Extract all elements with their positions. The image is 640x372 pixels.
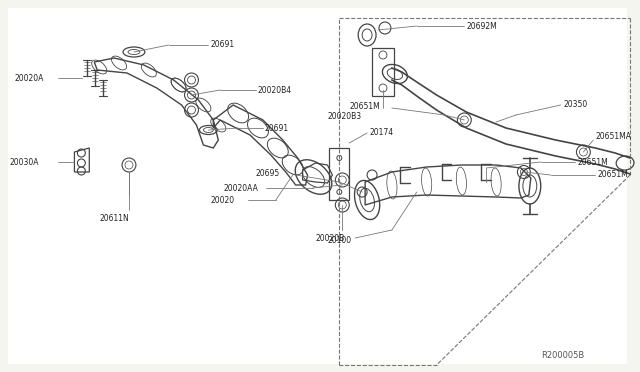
Text: 20020B4: 20020B4 [258, 86, 292, 94]
Text: 20692M: 20692M [467, 22, 497, 31]
Text: 20174: 20174 [369, 128, 393, 137]
Text: 20030A: 20030A [10, 157, 40, 167]
Text: 20651MA: 20651MA [595, 131, 631, 141]
Text: 20020B3: 20020B3 [328, 112, 362, 121]
Text: 20651M: 20651M [577, 157, 608, 167]
Text: 20695: 20695 [256, 169, 280, 177]
Text: 20651M: 20651M [349, 102, 380, 110]
Text: 20611N: 20611N [99, 214, 129, 222]
Text: 20350: 20350 [564, 99, 588, 109]
Text: 20651M: 20651M [597, 170, 628, 179]
Bar [372, 48, 394, 96]
Text: 20691: 20691 [265, 124, 289, 132]
Text: 20100: 20100 [328, 235, 351, 244]
Text: 20020: 20020 [211, 196, 234, 205]
Text: 20020AA: 20020AA [223, 183, 258, 192]
Text: 20020B: 20020B [316, 234, 345, 243]
Text: 20691: 20691 [211, 39, 234, 48]
Bar [330, 148, 349, 200]
Text: R200005B: R200005B [541, 352, 584, 360]
Text: 20020A: 20020A [15, 74, 44, 83]
